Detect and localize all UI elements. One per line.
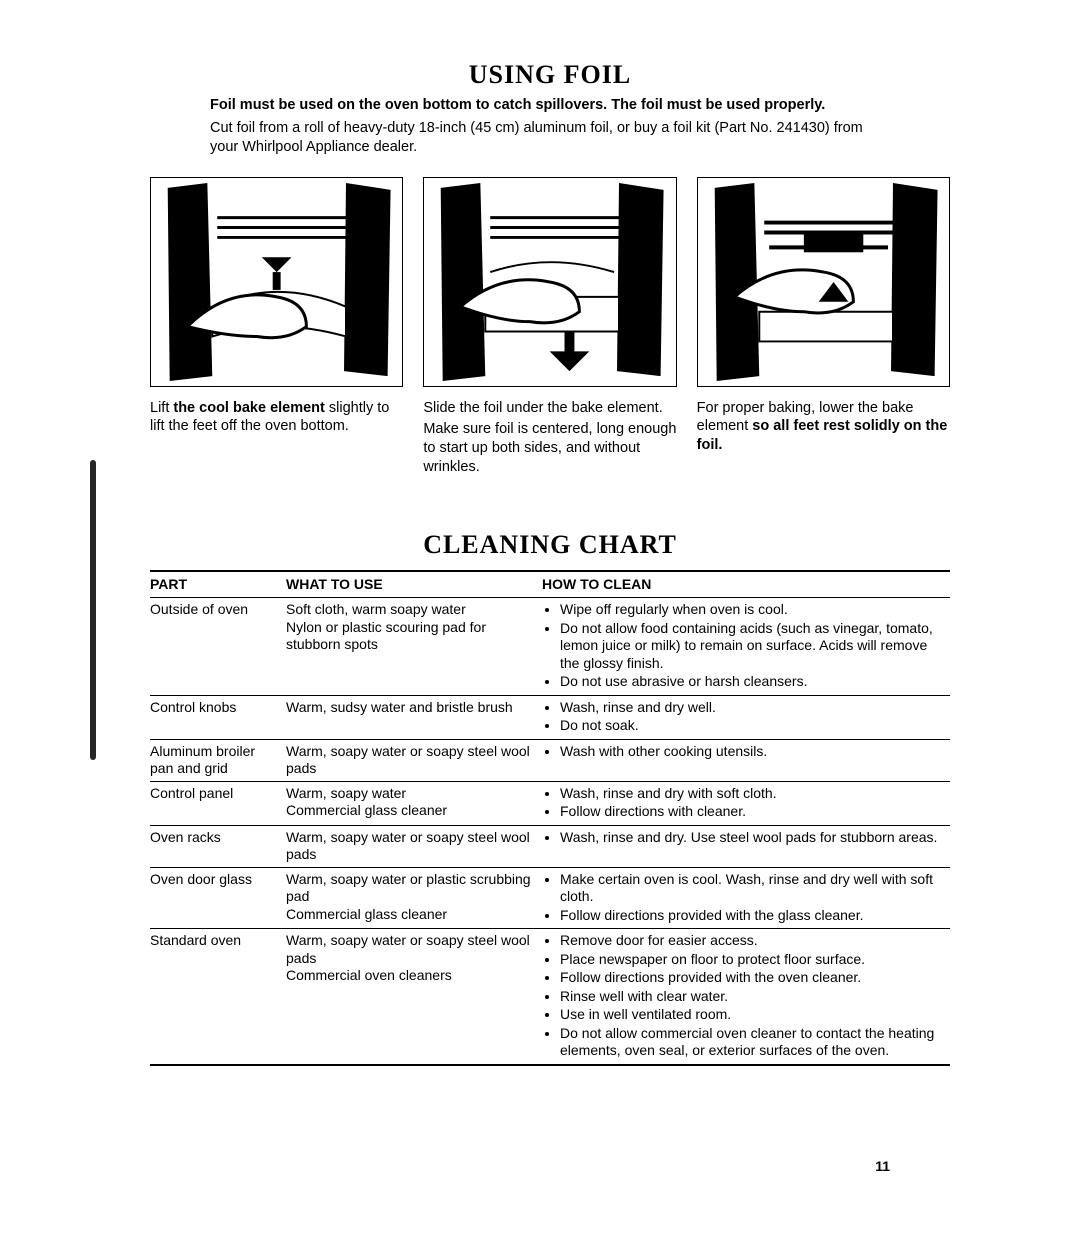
list-item: Rinse well with clear water.	[560, 988, 944, 1006]
cell-part: Aluminum broiler pan and grid	[150, 739, 286, 781]
caption-1-pre: Lift	[150, 400, 173, 416]
header-how: HOW TO CLEAN	[542, 571, 950, 598]
cell-part: Control panel	[150, 781, 286, 825]
intro-text: Cut foil from a roll of heavy-duty 18-in…	[210, 119, 890, 157]
figure-1	[150, 177, 403, 387]
list-item: Wash with other cooking utensils.	[560, 743, 944, 761]
table-row: Oven racksWarm, soapy water or soapy ste…	[150, 825, 950, 867]
list-item: Follow directions with cleaner.	[560, 803, 944, 821]
list-item: Remove door for easier access.	[560, 932, 944, 950]
cell-part: Standard oven	[150, 929, 286, 1065]
cell-how: Make certain oven is cool. Wash, rinse a…	[542, 867, 950, 929]
section-title-cleaning-chart: CLEANING CHART	[150, 530, 950, 560]
cell-how: Wipe off regularly when oven is cool.Do …	[542, 598, 950, 696]
cell-part: Outside of oven	[150, 598, 286, 696]
cell-use: Warm, soapy water or soapy steel wool pa…	[286, 825, 542, 867]
cell-part: Oven door glass	[150, 867, 286, 929]
intro-bold: Foil must be used on the oven bottom to …	[210, 96, 890, 115]
cell-how: Wash, rinse and dry with soft cloth.Foll…	[542, 781, 950, 825]
list-item: Wipe off regularly when oven is cool.	[560, 601, 944, 619]
caption-2-line2: Make sure foil is centered, long enough …	[423, 420, 676, 477]
caption-row: Lift the cool bake element slightly to l…	[150, 399, 950, 480]
figure-3	[697, 177, 950, 387]
list-item: Do not allow food containing acids (such…	[560, 620, 944, 673]
list-item: Wash, rinse and dry with soft cloth.	[560, 785, 944, 803]
cell-use: Warm, soapy water or soapy steel wool pa…	[286, 739, 542, 781]
caption-1: Lift the cool bake element slightly to l…	[150, 399, 403, 480]
cell-use: Warm, soapy water or plastic scrubbing p…	[286, 867, 542, 929]
caption-2-line1: Slide the foil under the bake element.	[423, 399, 676, 418]
cell-how: Remove door for easier access.Place news…	[542, 929, 950, 1065]
caption-3: For proper baking, lower the bake elemen…	[697, 399, 950, 480]
figure-3-illustration	[697, 177, 950, 387]
page-binding-shadow	[90, 460, 96, 760]
figure-1-illustration	[150, 177, 403, 387]
section-title-using-foil: USING FOIL	[150, 60, 950, 90]
cell-part: Control knobs	[150, 695, 286, 739]
cell-use: Warm, soapy water or soapy steel wool pa…	[286, 929, 542, 1065]
table-row: Aluminum broiler pan and gridWarm, soapy…	[150, 739, 950, 781]
list-item: Follow directions provided with the glas…	[560, 907, 944, 925]
header-part: PART	[150, 571, 286, 598]
cell-part: Oven racks	[150, 825, 286, 867]
table-row: Control panelWarm, soapy waterCommercial…	[150, 781, 950, 825]
list-item: Make certain oven is cool. Wash, rinse a…	[560, 871, 944, 906]
table-row: Standard ovenWarm, soapy water or soapy …	[150, 929, 950, 1065]
list-item: Follow directions provided with the oven…	[560, 969, 944, 987]
cell-how: Wash, rinse and dry. Use steel wool pads…	[542, 825, 950, 867]
list-item: Place newspaper on floor to protect floo…	[560, 951, 944, 969]
cell-use: Warm, soapy waterCommercial glass cleane…	[286, 781, 542, 825]
figure-2	[423, 177, 676, 387]
caption-2: Slide the foil under the bake element. M…	[423, 399, 676, 480]
list-item: Do not soak.	[560, 717, 944, 735]
cleaning-chart-table: PART WHAT TO USE HOW TO CLEAN Outside of…	[150, 570, 950, 1066]
cell-how: Wash, rinse and dry well.Do not soak.	[542, 695, 950, 739]
list-item: Do not allow commercial oven cleaner to …	[560, 1025, 944, 1060]
header-use: WHAT TO USE	[286, 571, 542, 598]
list-item: Wash, rinse and dry well.	[560, 699, 944, 717]
cell-use: Warm, sudsy water and bristle brush	[286, 695, 542, 739]
table-row: Outside of ovenSoft cloth, warm soapy wa…	[150, 598, 950, 696]
table-row: Control knobsWarm, sudsy water and brist…	[150, 695, 950, 739]
figure-2-illustration	[423, 177, 676, 387]
list-item: Do not use abrasive or harsh cleansers.	[560, 673, 944, 691]
list-item: Use in well ventilated room.	[560, 1006, 944, 1024]
table-row: Oven door glassWarm, soapy water or plas…	[150, 867, 950, 929]
cell-how: Wash with other cooking utensils.	[542, 739, 950, 781]
cell-use: Soft cloth, warm soapy waterNylon or pla…	[286, 598, 542, 696]
page-number: 11	[875, 1158, 890, 1174]
figure-row	[150, 177, 950, 387]
caption-1-bold: the cool bake element	[173, 400, 325, 416]
list-item: Wash, rinse and dry. Use steel wool pads…	[560, 829, 944, 847]
